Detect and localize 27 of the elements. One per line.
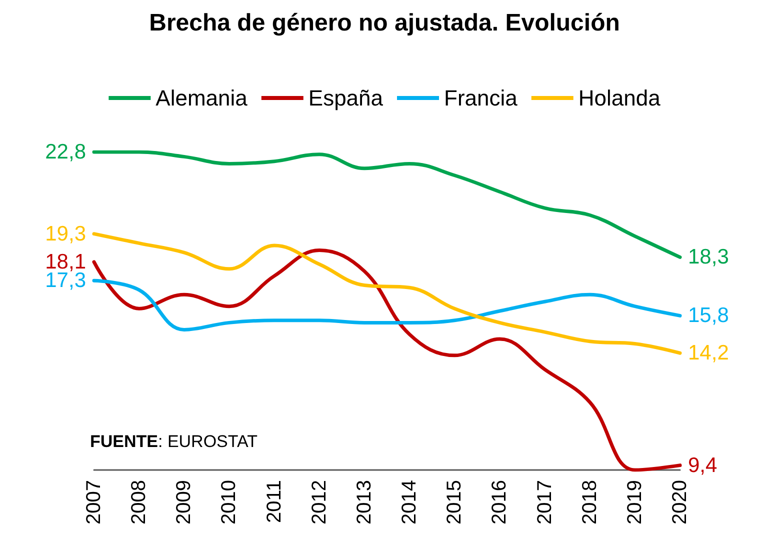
data-label: 18,3 — [688, 246, 729, 269]
x-tick-label: 2010 — [218, 480, 240, 524]
data-label: 15,8 — [688, 304, 729, 328]
x-tick-label: 2020 — [669, 480, 691, 524]
chart-title: Brecha de género no ajustada. Evolución — [149, 10, 620, 36]
x-tick-label: 2008 — [128, 480, 150, 524]
x-tick-label: 2009 — [173, 480, 196, 524]
legend-label: Francia — [444, 86, 518, 110]
data-label: 9,4 — [688, 454, 718, 477]
x-tick-label: 2018 — [578, 480, 601, 524]
x-tick-label: 2015 — [444, 480, 466, 524]
x-tick-label: 2013 — [353, 480, 376, 524]
x-tick-label: 2012 — [308, 480, 330, 524]
x-tick-label: 2019 — [624, 480, 646, 524]
x-tick-label: 2011 — [263, 480, 286, 524]
data-label: 22,8 — [45, 140, 86, 164]
legend-label: Alemania — [156, 86, 248, 110]
x-tick-label: 2016 — [488, 480, 511, 524]
data-label: 19,3 — [45, 222, 86, 246]
legend-label: España — [308, 86, 384, 110]
data-label: 14,2 — [688, 342, 729, 365]
x-tick-label: 2017 — [534, 480, 556, 524]
data-label: 18,1 — [45, 250, 86, 274]
x-tick-label: 2007 — [83, 480, 105, 524]
annotation: FUENTE: EUROSTAT — [90, 432, 258, 451]
legend-label: Holanda — [578, 86, 662, 110]
x-tick-label: 2014 — [398, 480, 421, 524]
